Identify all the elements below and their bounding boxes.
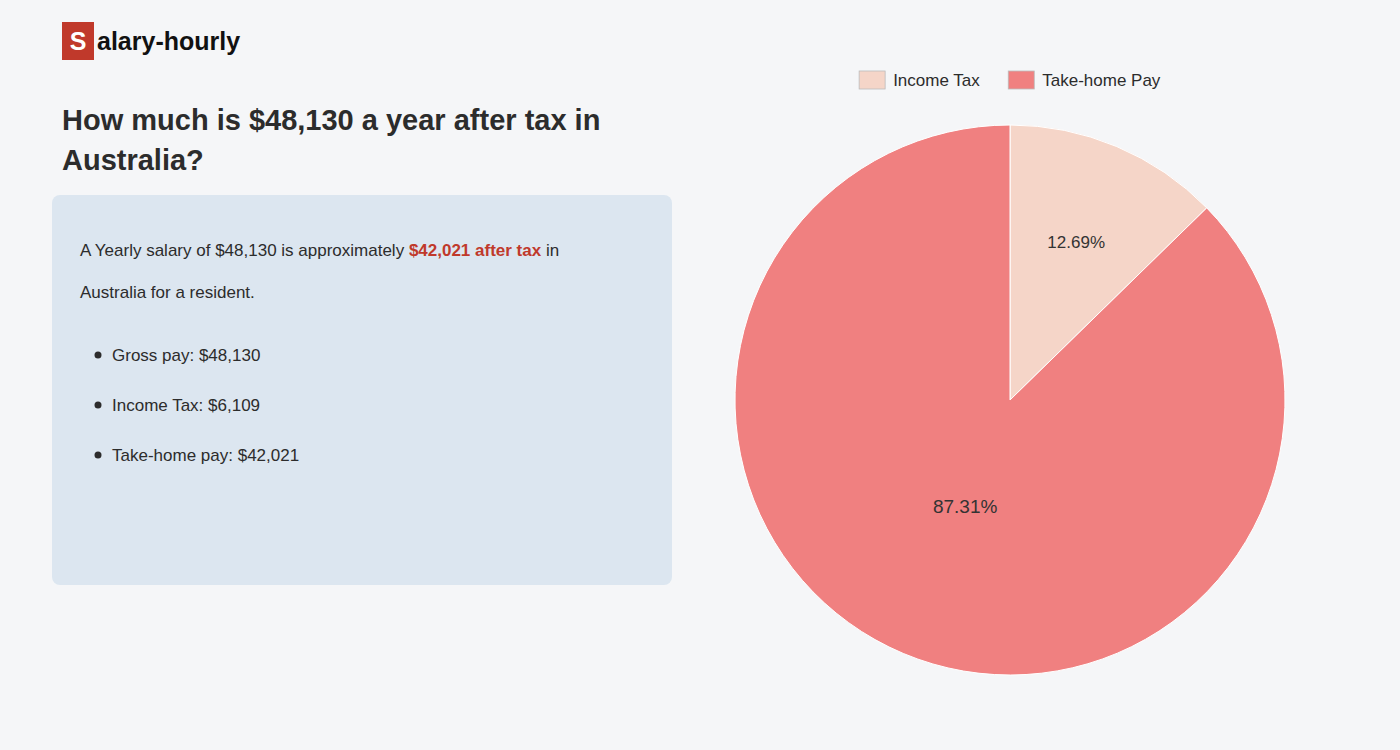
info-text: Australia for a resident. [80,283,255,302]
data-label: 12.69% [1047,233,1105,252]
bullet-text: Income Tax: $6,109 [112,396,260,415]
background [0,0,1400,750]
pie: 12.69% 87.31% [735,125,1285,675]
chart-root: Salary-hourly How much is $48,130 a year … [0,0,1400,750]
info-text: A Yearly salary of $48,130 is approximat… [80,241,409,260]
data-label: 87.31% [933,496,998,517]
heading: How much is $48,130 a year after tax in [62,104,600,136]
info-line: A Yearly salary of $48,130 is approximat… [80,241,559,260]
legend-swatch [1008,71,1034,89]
legend-item: Take-home Pay [1008,71,1161,90]
logo-text: alary-hourly [97,27,240,55]
info-box [52,195,672,585]
info-highlight: $42,021 after tax [409,241,542,260]
legend-label: Income Tax [893,71,980,90]
legend-label: Take-home Pay [1042,71,1161,90]
bullet-dot [95,352,102,359]
bullet-text: Gross pay: $48,130 [112,346,260,365]
bullet-dot [95,452,102,459]
heading: Australia? [62,144,204,176]
logo-box [62,22,94,60]
pie-slice [735,125,1285,675]
logo-letter: S [70,27,87,55]
slices-inner [735,125,1285,675]
slices [735,125,1285,675]
legend-item: Income Tax [859,71,980,90]
legend: Income Tax Take-home Pay [859,71,1161,90]
legend-swatch [859,71,885,89]
logo: Salary-hourly [62,22,240,60]
bullet-text: Take-home pay: $42,021 [112,446,299,465]
info-text: in [541,241,559,260]
bullet-dot [95,402,102,409]
